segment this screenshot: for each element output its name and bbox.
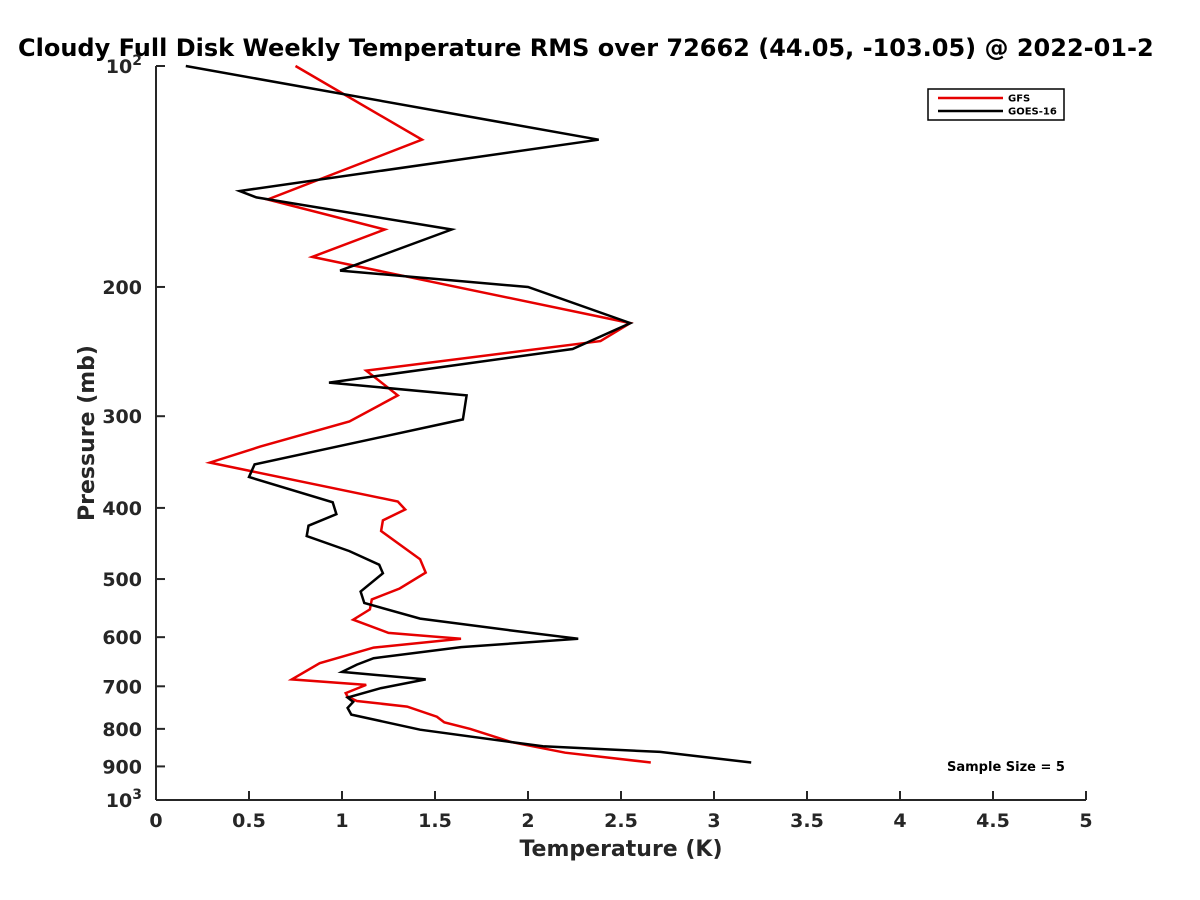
y-tick-label: 900: [102, 756, 142, 778]
series-line-gfs: [204, 64, 651, 764]
series-line-goes16: [185, 64, 752, 764]
chart-title: Cloudy Full Disk Weekly Temperature RMS …: [18, 34, 1154, 62]
y-tick-label: 700: [102, 676, 142, 698]
y-tick-label: 200: [102, 277, 142, 299]
y-tick-label: 400: [102, 498, 142, 520]
y-tick-label: 600: [102, 627, 142, 649]
legend: GFS GOES-16: [927, 88, 1065, 121]
x-tick-label: 0: [149, 810, 162, 832]
x-tick-label: 1: [335, 810, 348, 832]
x-tick-label: 5: [1079, 810, 1092, 832]
y-tick-label: 500: [102, 569, 142, 591]
legend-label-goes16: GOES-16: [1008, 107, 1057, 118]
x-tick-label: 4: [893, 810, 906, 832]
legend-box: [927, 88, 1065, 121]
legend-label-gfs: GFS: [1008, 94, 1030, 105]
y-tick-label: 800: [102, 719, 142, 741]
y-tick-label: 300: [102, 406, 142, 428]
x-tick-label: 1.5: [418, 810, 452, 832]
x-tick-label: 3.5: [790, 810, 824, 832]
plot-area: [185, 64, 752, 764]
x-tick-label: 0.5: [232, 810, 266, 832]
x-axis-ticks: 0 0.5 1 1.5 2 2.5 3 3.5 4 4.5 5: [149, 791, 1093, 832]
x-tick-label: 2.5: [604, 810, 638, 832]
x-axis-label: Temperature (K): [519, 837, 722, 862]
y-tick-label: 103: [106, 787, 142, 812]
sample-size-annotation: Sample Size = 5: [947, 760, 1065, 775]
x-tick-label: 2: [521, 810, 534, 832]
y-axis-label: Pressure (mb): [75, 345, 100, 521]
x-tick-label: 4.5: [976, 810, 1010, 832]
x-tick-label: 3: [707, 810, 720, 832]
